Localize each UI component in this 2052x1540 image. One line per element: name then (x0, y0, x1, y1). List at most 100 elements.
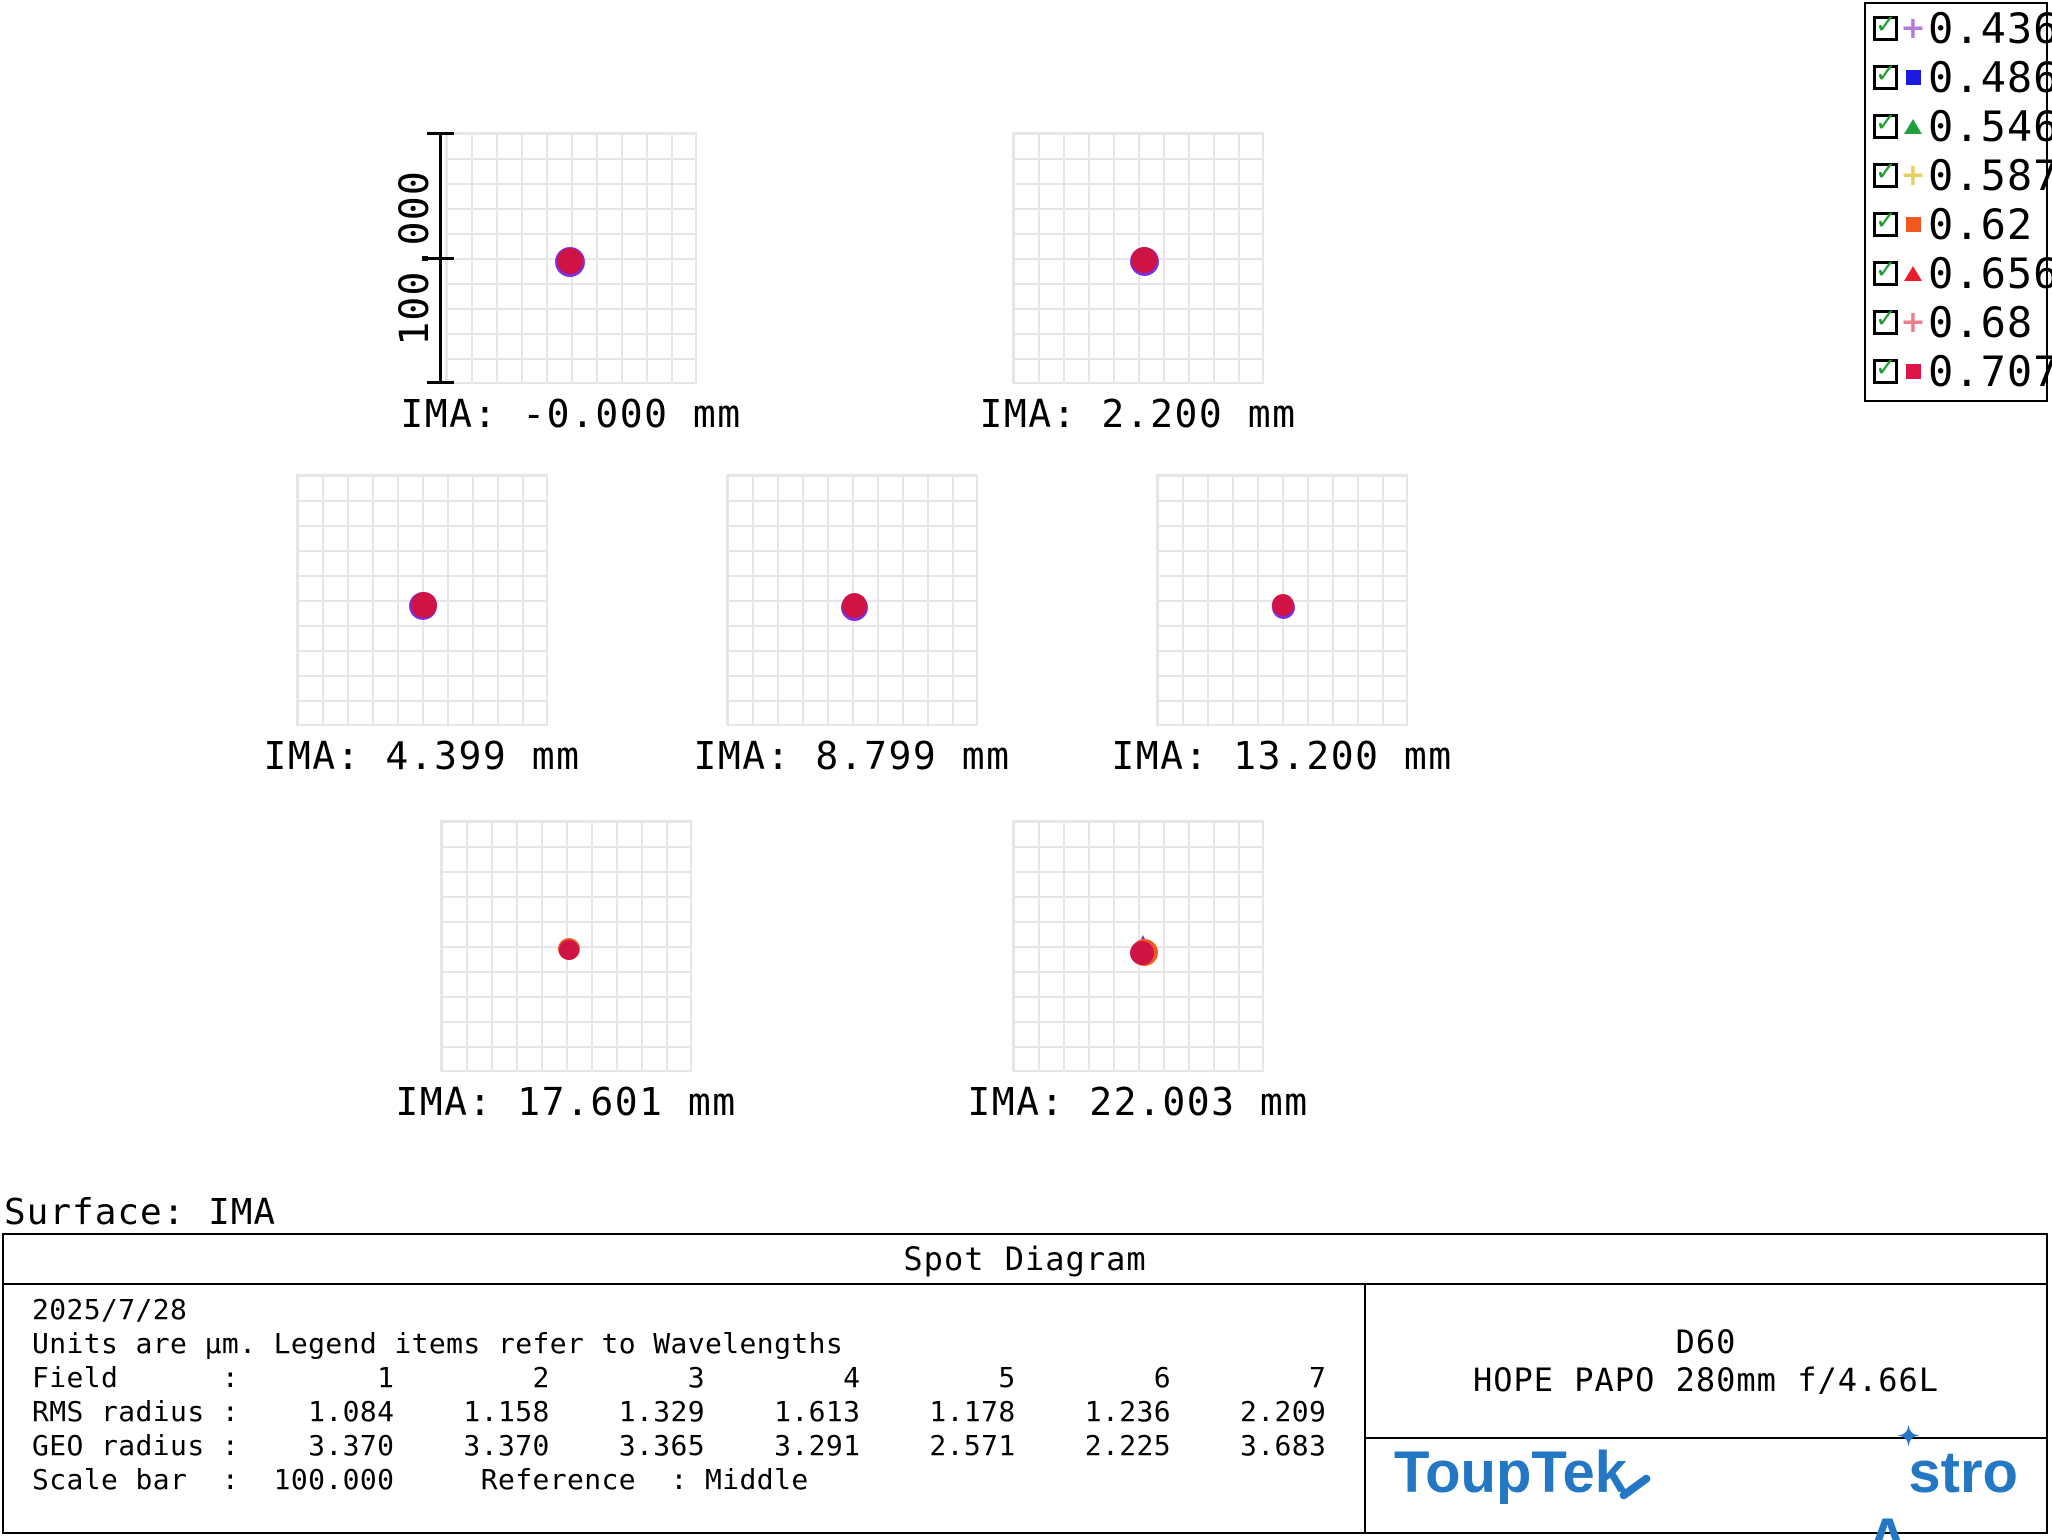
ima-label: IMA: 17.601 mm (395, 1080, 737, 1124)
legend-item: ✓ +0.587 (1866, 151, 2052, 200)
spot-layer (1131, 247, 1157, 273)
logo-cell: ToupTek A ✦ stro (1366, 1423, 2046, 1540)
ima-label: IMA: 22.003 mm (967, 1080, 1309, 1124)
wavelength-value: 0.707 (1928, 347, 2052, 396)
ima-label: IMA: -0.000 mm (400, 392, 742, 436)
check-icon: ✓ (1875, 255, 1897, 285)
spot-grid (440, 820, 692, 1072)
wavelength-legend: ✓ +0.436 ✓ 0.486 ✓ 0.546 ✓ +0.587 ✓ 0.62 ✓ 0.656 ✓ +0… (1864, 2, 2052, 402)
square-marker-icon (1898, 364, 1928, 379)
legend-item: ✓ +0.436 (1866, 4, 2052, 53)
wavelength-checkbox[interactable]: ✓ (1873, 304, 1898, 335)
check-icon: ✓ (1875, 304, 1897, 334)
plus-marker-icon: + (1898, 10, 1928, 46)
plus-glyph: + (1900, 10, 1926, 46)
wavelength-checkbox[interactable]: ✓ (1873, 59, 1898, 90)
spot-grid (1012, 132, 1264, 384)
spot-layer (559, 940, 579, 960)
legend-item: ✓ 0.656 (1866, 249, 2052, 298)
spot-grid (296, 474, 548, 726)
logo-letter-a: A ✦ (1618, 1423, 1919, 1540)
spot-grid (1156, 474, 1408, 726)
logo-a-glyph: A (1866, 1507, 1909, 1540)
check-icon: ✓ (1875, 157, 1897, 187)
check-icon: ✓ (1875, 353, 1897, 383)
wavelength-value: 0.486 (1928, 53, 2052, 102)
ima-label: IMA: 4.399 mm (263, 734, 581, 778)
spot-panel: IMA: 22.003 mm (967, 820, 1307, 1132)
table-body: 2025/7/28 Units are µm. Legend items ref… (4, 1285, 2046, 1540)
legend-item: ✓ 0.62 (1866, 200, 2046, 249)
spot-grid (1012, 820, 1264, 1072)
square-glyph (1905, 217, 1921, 232)
scale-bar-tick (427, 257, 454, 260)
wavelength-value: 0.436 (1928, 4, 2052, 53)
logo-word-stro: stro (1908, 1440, 2018, 1505)
ima-label: IMA: 13.200 mm (1111, 734, 1453, 778)
legend-item: ✓ 0.486 (1866, 53, 2052, 102)
spot-layer (1130, 941, 1154, 965)
spot-panel: IMA: 8.799 mm (694, 474, 1009, 786)
wavelength-value: 0.62 (1928, 200, 2034, 249)
touptek-astro-logo: ToupTek A ✦ stro (1394, 1423, 2018, 1540)
sparkle-icon: ✦ (1897, 1421, 1920, 1451)
spot-panel: IMA: 13.200 mm (1111, 474, 1451, 786)
spot-panel: IMA: 17.601 mm (395, 820, 735, 1132)
plus-glyph: + (1900, 304, 1926, 340)
ima-label: IMA: 2.200 mm (979, 392, 1297, 436)
scale-bar-tick (427, 132, 454, 135)
spot-layer (841, 592, 867, 618)
spot-panel: IMA: 4.399 mm (264, 474, 579, 786)
check-icon: ✓ (1875, 108, 1897, 138)
triangle-glyph (1904, 266, 1922, 281)
triangle-marker-icon (1898, 266, 1928, 281)
spot-grid (726, 474, 978, 726)
spot-layer (1272, 594, 1294, 616)
table-right-cell: D60 HOPE PAPO 280mm f/4.66L ToupTek A ✦ … (1366, 1285, 2046, 1540)
legend-item: ✓ +0.68 (1866, 298, 2046, 347)
square-glyph (1905, 70, 1921, 85)
check-icon: ✓ (1875, 59, 1897, 89)
table-title: Spot Diagram (4, 1235, 2046, 1285)
spot-grid (445, 132, 697, 384)
wavelength-checkbox[interactable]: ✓ (1873, 255, 1898, 286)
wavelength-checkbox[interactable]: ✓ (1873, 10, 1898, 41)
wavelength-checkbox[interactable]: ✓ (1873, 108, 1898, 139)
wavelength-value: 0.656 (1928, 249, 2052, 298)
square-glyph (1905, 364, 1921, 379)
plus-glyph: + (1900, 157, 1926, 193)
surface-label: Surface: IMA (4, 1192, 277, 1233)
spot-layer (411, 592, 437, 618)
scale-bar-value-text: 100.000 (392, 170, 439, 346)
ima-label: IMA: 8.799 mm (693, 734, 1011, 778)
scale-bar-tick (427, 381, 454, 384)
wavelength-value: 0.546 (1928, 102, 2052, 151)
wavelength-checkbox[interactable]: ✓ (1873, 157, 1898, 188)
legend-item: ✓ 0.546 (1866, 102, 2052, 151)
triangle-glyph (1904, 119, 1922, 134)
wavelength-checkbox[interactable]: ✓ (1873, 353, 1898, 384)
plus-marker-icon: + (1898, 304, 1928, 340)
lens-description: D60 HOPE PAPO 280mm f/4.66L (1366, 1285, 2046, 1439)
logo-word-touptek: ToupTek (1394, 1440, 1628, 1505)
legend-item: ✓ 0.707 (1866, 347, 2052, 396)
spot-panel: IMA: 2.200 mm (980, 132, 1295, 444)
check-icon: ✓ (1875, 10, 1897, 40)
spot-panel: IMA: -0.000 mm 100.000 (392, 132, 740, 444)
wavelength-value: 0.587 (1928, 151, 2052, 200)
wavelength-value: 0.68 (1928, 298, 2034, 347)
lens-model: D60 (1675, 1323, 1737, 1361)
info-lines: 2025/7/28 Units are µm. Legend items ref… (32, 1293, 1327, 1496)
scale-bar-value: 100.000 (392, 132, 439, 384)
square-marker-icon (1898, 70, 1928, 85)
spot-layer (557, 248, 583, 274)
info-table: Spot Diagram 2025/7/28 Units are µm. Leg… (2, 1233, 2048, 1540)
triangle-marker-icon (1898, 119, 1928, 134)
wavelength-checkbox[interactable]: ✓ (1873, 206, 1898, 237)
lens-spec: HOPE PAPO 280mm f/4.66L (1472, 1361, 1940, 1399)
table-left-cell: 2025/7/28 Units are µm. Legend items ref… (4, 1285, 1366, 1532)
square-marker-icon (1898, 217, 1928, 232)
plus-marker-icon: + (1898, 157, 1928, 193)
check-icon: ✓ (1875, 206, 1897, 236)
